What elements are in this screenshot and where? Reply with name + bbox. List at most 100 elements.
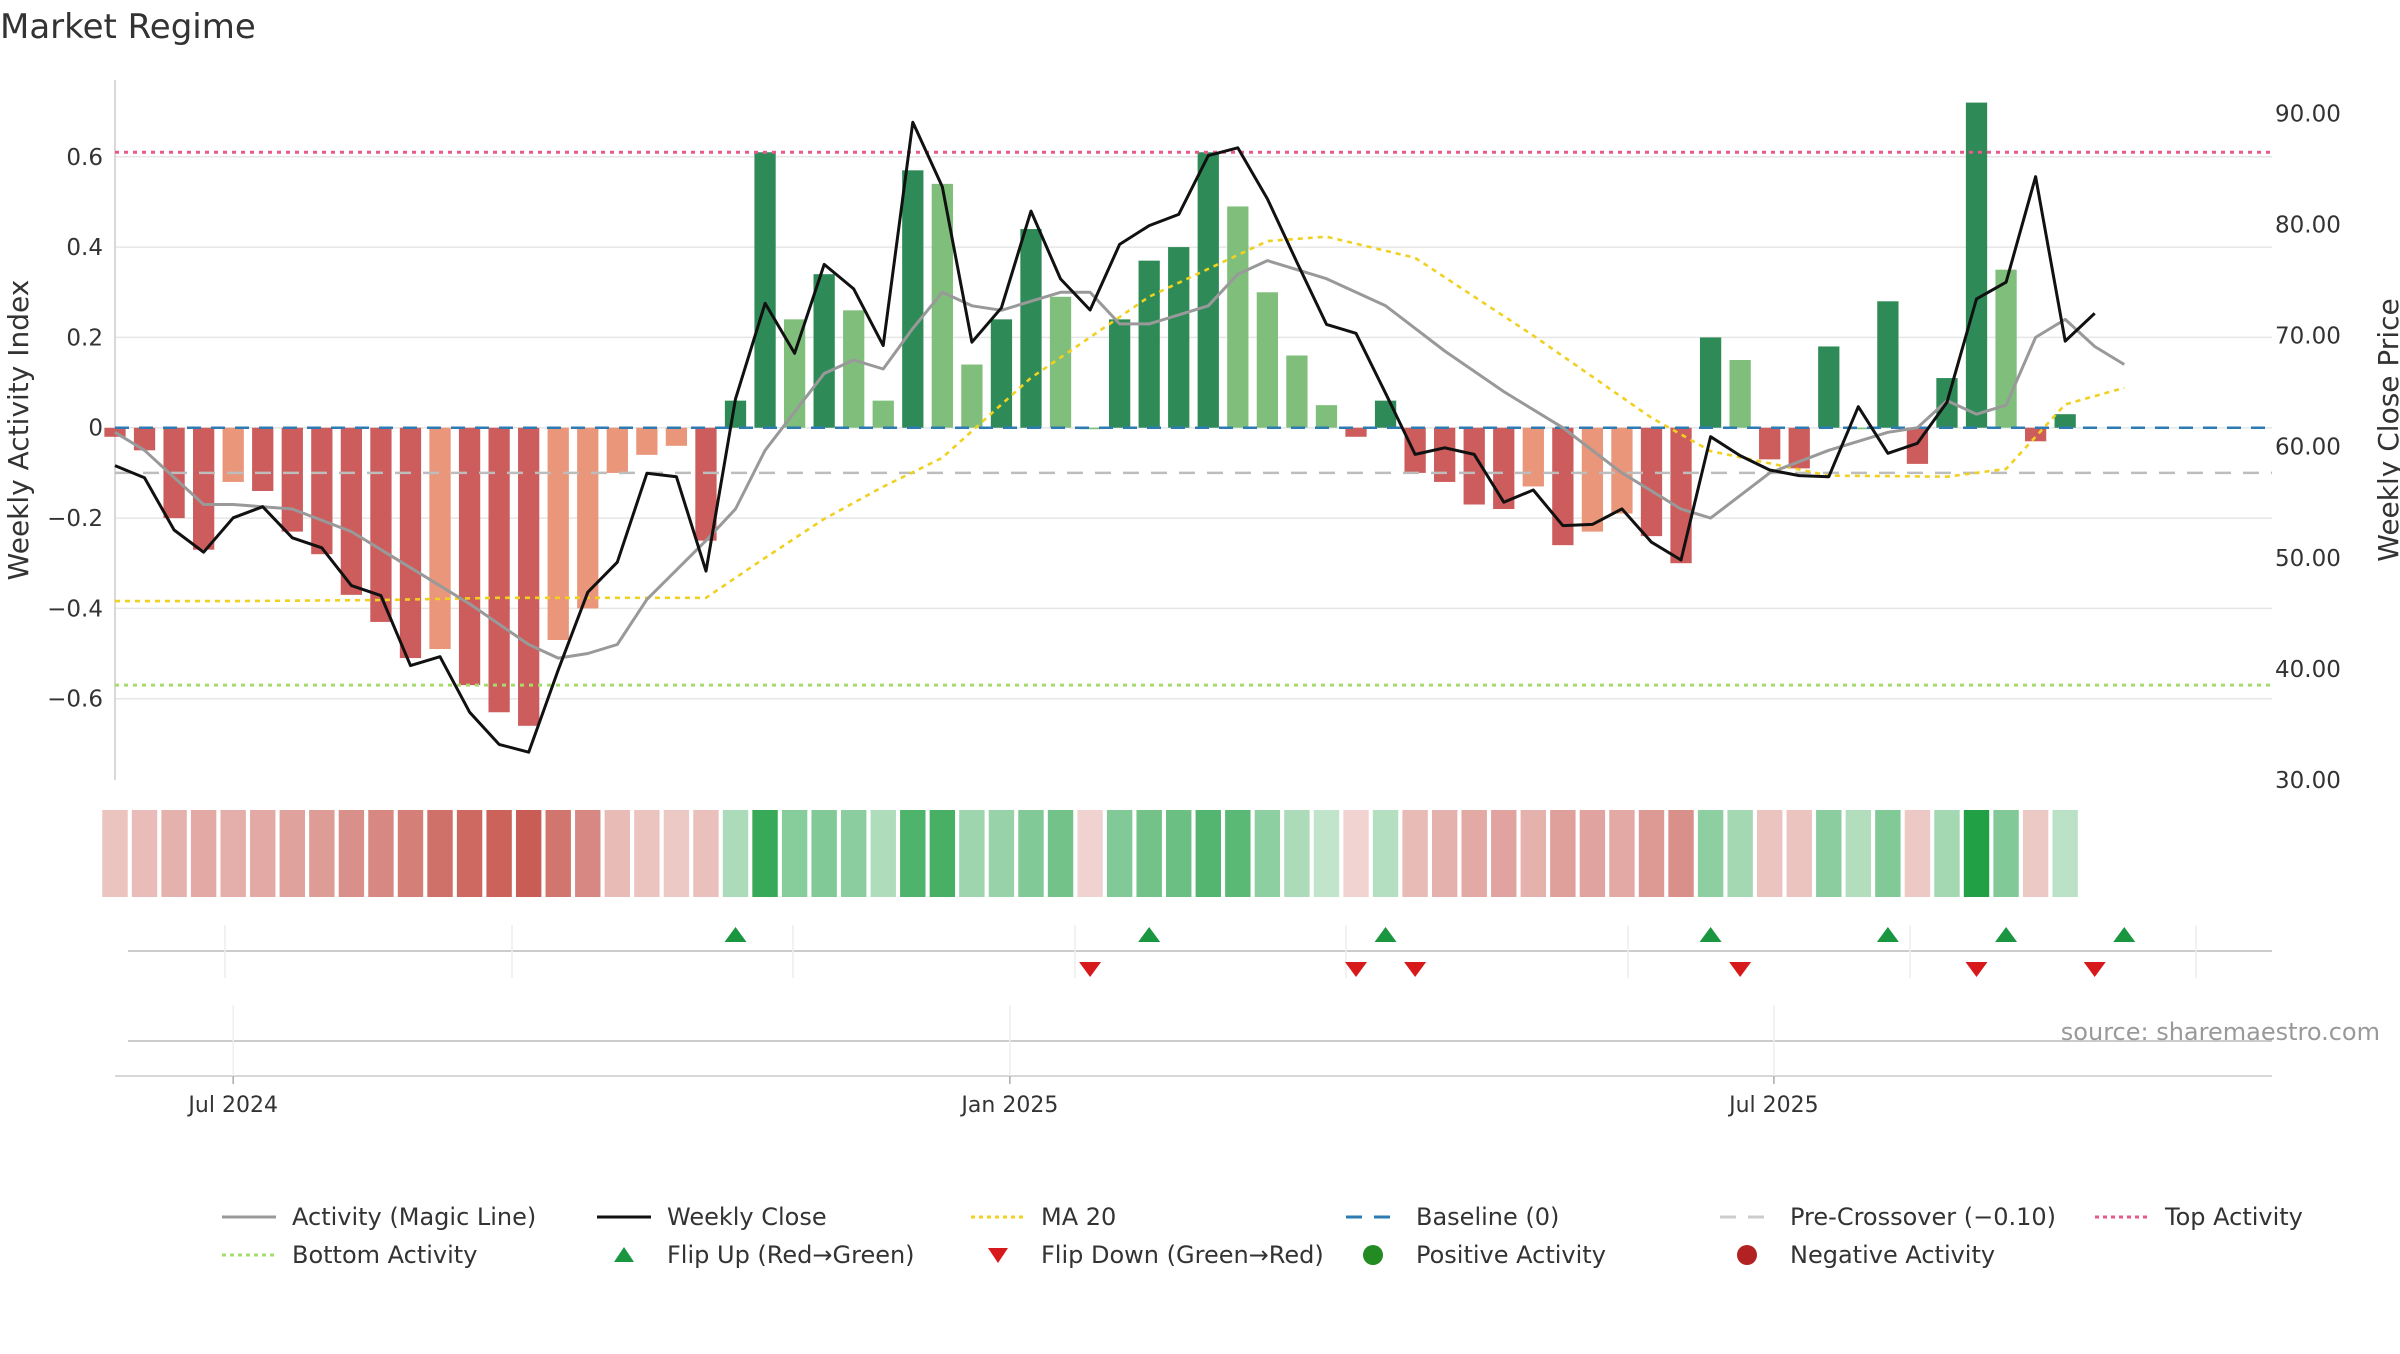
heat-strip-cell (1845, 810, 1872, 897)
y-right-tick-label: 60.00 (2275, 435, 2341, 461)
heat-strip-cell (1816, 810, 1842, 897)
activity-bar (1995, 269, 2017, 428)
heat-strip-cell (1697, 810, 1724, 897)
activity-bar (1404, 427, 1426, 473)
heat-strip-cell (1550, 810, 1576, 897)
legend-label: Flip Up (Red→Green) (667, 1241, 915, 1269)
heat-strip-cell (663, 810, 690, 897)
flip-up-marker (1995, 927, 2018, 942)
heat-strip-cell (1343, 810, 1369, 897)
activity-bar (458, 427, 481, 686)
activity-bar (2024, 427, 2047, 442)
x-tick-label: Jan 2025 (959, 1093, 1058, 1118)
activity-bar (2054, 414, 2076, 428)
flip-up-marker (1374, 927, 1397, 942)
y-right-tick-label: 80.00 (2275, 212, 2341, 238)
activity-bar (1552, 427, 1574, 546)
heat-strip-cell (486, 810, 512, 897)
heat-strip-cell (545, 810, 571, 897)
heat-strip-cell (634, 810, 660, 897)
heat-strip-cell (959, 810, 985, 897)
activity-bar (1699, 337, 1722, 428)
legend-label: Flip Down (Green→Red) (1041, 1241, 1324, 1269)
heat-strip-cell (1431, 810, 1458, 897)
activity-bar (1345, 427, 1367, 437)
legend-label: Pre-Crossover (−0.10) (1790, 1203, 2056, 1231)
heat-strip-cell (1077, 810, 1103, 897)
activity-bar (1611, 427, 1633, 514)
y-left-tick-label: −0.2 (47, 506, 103, 532)
y-right-tick-label: 50.00 (2275, 546, 2341, 572)
flip-up-marker (1699, 927, 1722, 942)
heat-strip-cell (811, 810, 837, 897)
heat-strip-cell (752, 810, 778, 897)
activity-bar (311, 427, 333, 555)
flip-down-marker (1965, 962, 1988, 977)
activity-bar (104, 427, 126, 437)
heat-strip-cell (1727, 810, 1753, 897)
activity-bar (1108, 319, 1131, 428)
flip-up-marker (724, 927, 747, 942)
activity-bar (193, 427, 215, 550)
legend-label: Bottom Activity (292, 1241, 477, 1269)
ma20-line (115, 235, 2125, 603)
y-left-tick-label: 0 (88, 416, 103, 442)
activity-bar (1670, 427, 1692, 564)
heat-strip-cell (279, 810, 305, 897)
flip-up-marker (1138, 927, 1161, 942)
activity-bar (665, 427, 688, 446)
heat-strip-cell (1609, 810, 1635, 897)
activity-bar (547, 427, 569, 640)
activity-bar (990, 319, 1013, 428)
activity-bar (636, 427, 658, 455)
activity-bar (340, 427, 363, 595)
y-left-tick-label: 0.6 (66, 145, 103, 171)
heat-strip-cell (1756, 810, 1783, 897)
heat-strip-cell (693, 810, 719, 897)
heat-strip-cell (1638, 810, 1665, 897)
heat-strip-cell (161, 810, 187, 897)
heat-strip-cell (604, 810, 631, 897)
legend-label: Negative Activity (1790, 1241, 1995, 1269)
heat-strip-cell (1520, 810, 1547, 897)
activity-bar (872, 400, 894, 428)
heat-strip-cell (102, 810, 128, 897)
heat-strip-cell (1875, 810, 1901, 897)
activity-bar (1965, 102, 1988, 428)
activity-bar (252, 427, 274, 491)
activity-bar (1168, 247, 1190, 428)
heat-strip-cell (427, 810, 453, 897)
heat-strip-cell (1904, 810, 1931, 897)
activity-bar (1847, 427, 1869, 430)
heat-strip-cell (131, 810, 158, 897)
activity-bar (281, 427, 303, 532)
activity-bar (1374, 400, 1397, 428)
legend-swatch (614, 1247, 634, 1262)
flip-down-marker (1079, 962, 1102, 977)
y-left-tick-label: −0.6 (47, 687, 103, 713)
heat-strip-cell (1993, 810, 2019, 897)
heat-strip-cell (250, 810, 276, 897)
heat-strip-cell (1461, 810, 1487, 897)
y-left-tick-label: −0.4 (47, 596, 103, 622)
activity-bar (961, 364, 983, 428)
heat-strip-cell (1225, 810, 1251, 897)
flip-up-marker (2113, 927, 2136, 942)
y-right-tick-label: 70.00 (2275, 324, 2341, 350)
heat-strip-cell (456, 810, 483, 897)
activity-bar (843, 310, 865, 428)
heat-strip-cell (1106, 810, 1133, 897)
legend-label: Baseline (0) (1416, 1203, 1559, 1231)
activity-bar (1640, 427, 1663, 537)
heat-strip-cell (309, 810, 335, 897)
heat-strip-cell (870, 810, 896, 897)
flip-down-marker (1404, 962, 1427, 977)
activity-bar (1020, 229, 1042, 428)
y-axis-right-label: Weekly Close Price (2372, 298, 2400, 561)
legend-swatch (1363, 1245, 1383, 1265)
flip-down-marker (1729, 962, 1752, 977)
activity-bar (1877, 301, 1899, 428)
activity-bar (724, 400, 747, 428)
y-left-tick-label: 0.4 (66, 235, 103, 261)
